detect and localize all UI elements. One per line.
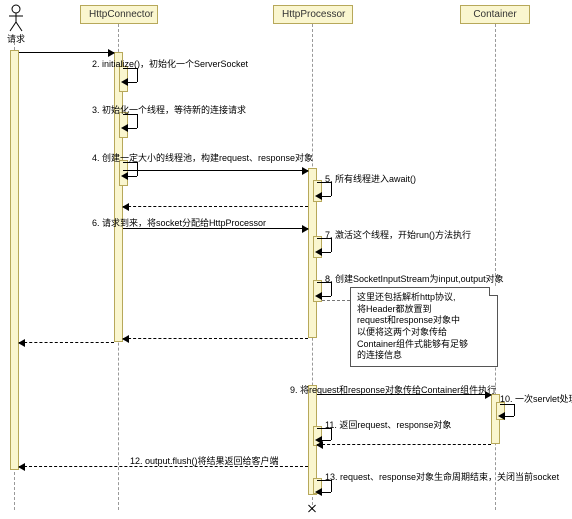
note-connector-line (322, 300, 350, 301)
msg-7: 7. 激活这个线程，开始run()方法执行 (325, 228, 471, 241)
lifeline-label: HttpProcessor (282, 9, 345, 20)
note-line: 将Header都放置到 (357, 304, 491, 316)
actor: 请求 (4, 4, 28, 45)
arrow-m9 (317, 394, 491, 395)
return-container (317, 444, 491, 445)
note-box: 这里还包括解析http协议, 将Header都放置到 request和respo… (350, 287, 498, 367)
lifeline-label: HttpConnector (89, 9, 153, 20)
lifeline-connector-head: HttpConnector (80, 5, 158, 24)
activation-actor (10, 50, 19, 470)
actor-icon (7, 4, 25, 32)
sequence-diagram: 请求 HttpConnector HttpProcessor Container… (0, 0, 572, 519)
msg-5: 5. 所有线程进入await() (325, 172, 416, 185)
arrow-m1 (19, 52, 114, 53)
return-after-8 (123, 338, 308, 339)
note-line: 以便将这两个对象传给 (357, 327, 491, 339)
note-line: 这里还包括解析http协议, (357, 292, 491, 304)
return-after-5 (123, 206, 308, 207)
msg-13: 13. request、response对象生命周期结束，关闭当前socket (325, 470, 559, 483)
lifeline-processor-head: HttpProcessor (273, 5, 353, 24)
note-line: request和response对象中 (357, 315, 491, 327)
lifeline-container-head: Container (460, 5, 530, 24)
note-line: Container组件式能够有足够 (357, 339, 491, 351)
msg-11: 11. 返回request、response对象 (325, 418, 451, 431)
termination-processor (307, 503, 317, 513)
return-to-actor-1 (19, 342, 114, 343)
arrow-m12 (19, 466, 308, 467)
msg-8: 8. 创建SocketInputStream为input,output对象 (325, 272, 504, 285)
activation-connector-main (114, 52, 123, 342)
note-line: 的连接信息 (357, 350, 491, 362)
arrow-m4-to-processor (123, 170, 308, 171)
arrow-m6 (123, 228, 308, 229)
actor-label: 请求 (4, 32, 28, 45)
msg-3: 3. 初始化一个线程，等待新的连接请求 (92, 103, 246, 116)
lifeline-label: Container (473, 9, 516, 20)
msg-2: 2. initialize()，初始化一个ServerSocket (92, 57, 248, 70)
